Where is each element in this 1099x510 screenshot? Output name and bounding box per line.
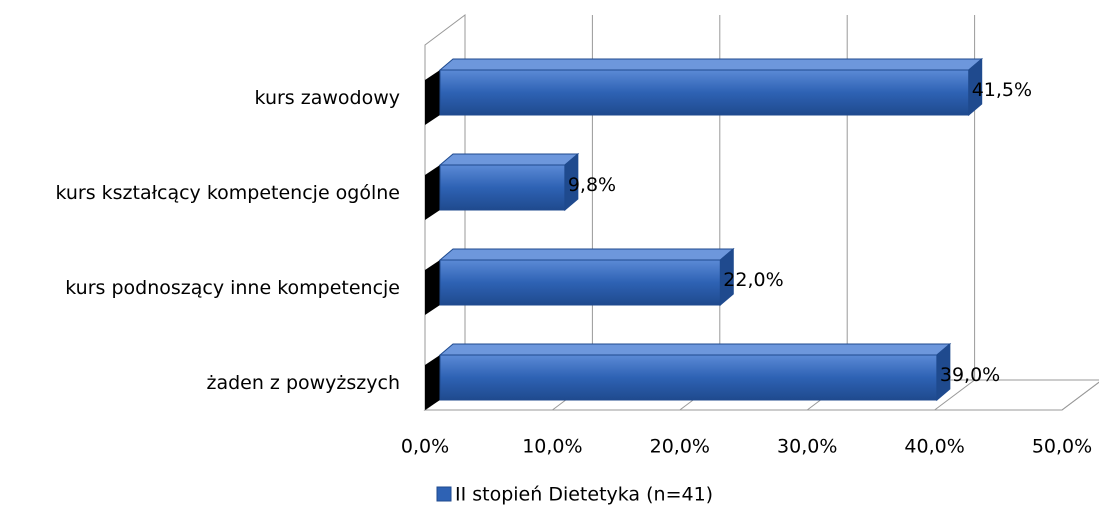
- bar-top: [438, 58, 984, 71]
- x-tick-label: 50,0%: [1032, 436, 1092, 458]
- bar: [439, 69, 970, 116]
- bar-top: [438, 248, 735, 261]
- bar: [439, 164, 566, 211]
- bar-top: [438, 343, 952, 356]
- bar-base: [425, 165, 440, 220]
- grid-line: [1061, 381, 1099, 411]
- x-tick-label: 10,0%: [522, 436, 582, 458]
- x-tick-label: 30,0%: [777, 436, 837, 458]
- bar: [439, 259, 721, 306]
- x-tick-label: 20,0%: [650, 436, 710, 458]
- value-label: 9,8%: [568, 174, 616, 196]
- bar-top: [438, 153, 580, 166]
- y-tick-label: kurs zawodowy: [255, 87, 400, 109]
- x-tick-label: 0,0%: [401, 436, 449, 458]
- bar: [439, 354, 938, 401]
- y-tick-label: kurs podnoszący inne kompetencje: [65, 277, 400, 299]
- legend-marker: [436, 486, 452, 502]
- y-tick-label: żaden z powyższych: [206, 372, 400, 394]
- y-tick-label: kurs kształcący kompetencje ogólne: [55, 182, 400, 204]
- value-label: 39,0%: [940, 364, 1000, 386]
- bar-base: [425, 70, 440, 125]
- legend-label: II stopień Dietetyka (n=41): [455, 484, 713, 506]
- bar-base: [425, 355, 440, 410]
- value-label: 41,5%: [972, 79, 1032, 101]
- grid-line: [934, 15, 976, 411]
- value-label: 22,0%: [723, 269, 783, 291]
- x-tick-label: 40,0%: [904, 436, 964, 458]
- bar-base: [425, 260, 440, 315]
